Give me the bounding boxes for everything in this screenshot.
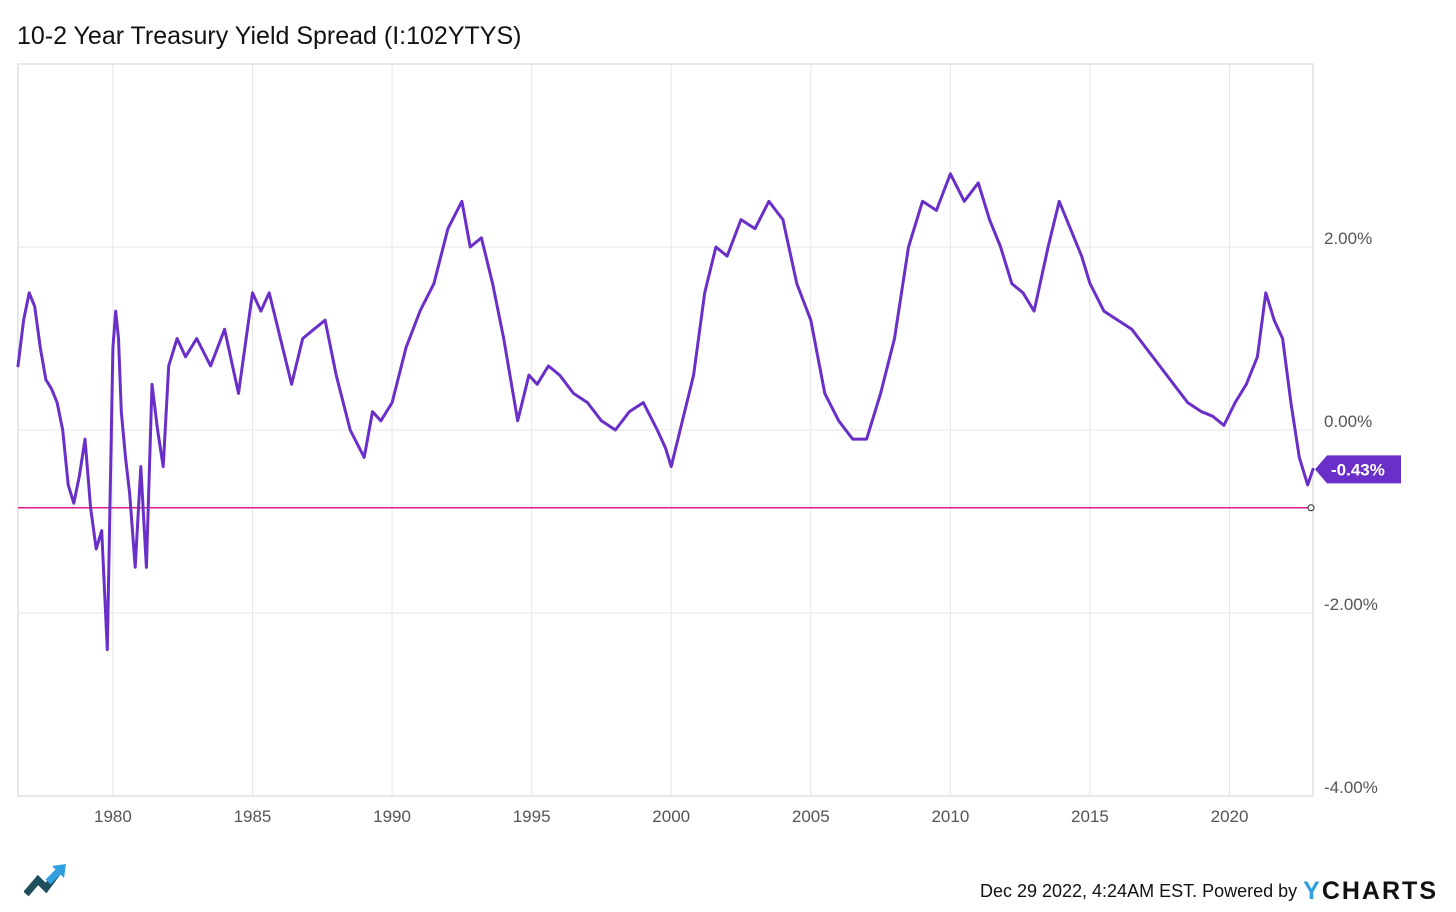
y-tick-label: -4.00% <box>1324 778 1378 797</box>
x-tick-label: 2005 <box>792 807 830 826</box>
x-tick-label: 2015 <box>1071 807 1109 826</box>
last-value-badge-shape <box>1315 455 1401 484</box>
series-line <box>16 172 1315 652</box>
footer-timestamp: Dec 29 2022, 4:24AM EST. Powered by <box>979 881 1298 901</box>
x-tick-label: 2000 <box>652 807 690 826</box>
y-tick-label: 2.00% <box>1324 229 1372 248</box>
x-tick-label: 1985 <box>234 807 272 826</box>
plot-frame <box>17 63 1314 797</box>
x-axis-tick-labels: 1980 1985 1990 1995 2000 2005 2010 2015 2020 <box>94 807 1248 826</box>
chart-title: 10-2 Year Treasury Yield Spread (I:102YT… <box>17 22 522 50</box>
x-tick-label: 2020 <box>1211 807 1249 826</box>
horizontal-gridlines <box>18 246 1313 614</box>
y-tick-label: 0.00% <box>1324 412 1372 431</box>
ycharts-brand-logo[interactable]: YCHARTS <box>1303 877 1438 905</box>
last-value-badge: -0.43% <box>1315 455 1401 484</box>
x-tick-label: 2010 <box>931 807 969 826</box>
x-tick-label: 1990 <box>373 807 411 826</box>
y-axis-tick-labels: 2.00% 0.00% -2.00% -4.00% <box>1324 229 1378 797</box>
reference-end-marker <box>1307 504 1315 512</box>
y-tick-label: -2.00% <box>1324 595 1378 614</box>
trend-arrow-logo-icon <box>24 864 66 897</box>
x-tick-label: 1995 <box>513 807 551 826</box>
chart-footer: Dec 29 2022, 4:24AM EST. Powered by YCHA… <box>980 877 1438 906</box>
x-tick-label: 1980 <box>94 807 132 826</box>
last-value-label: -0.43% <box>1331 460 1385 479</box>
